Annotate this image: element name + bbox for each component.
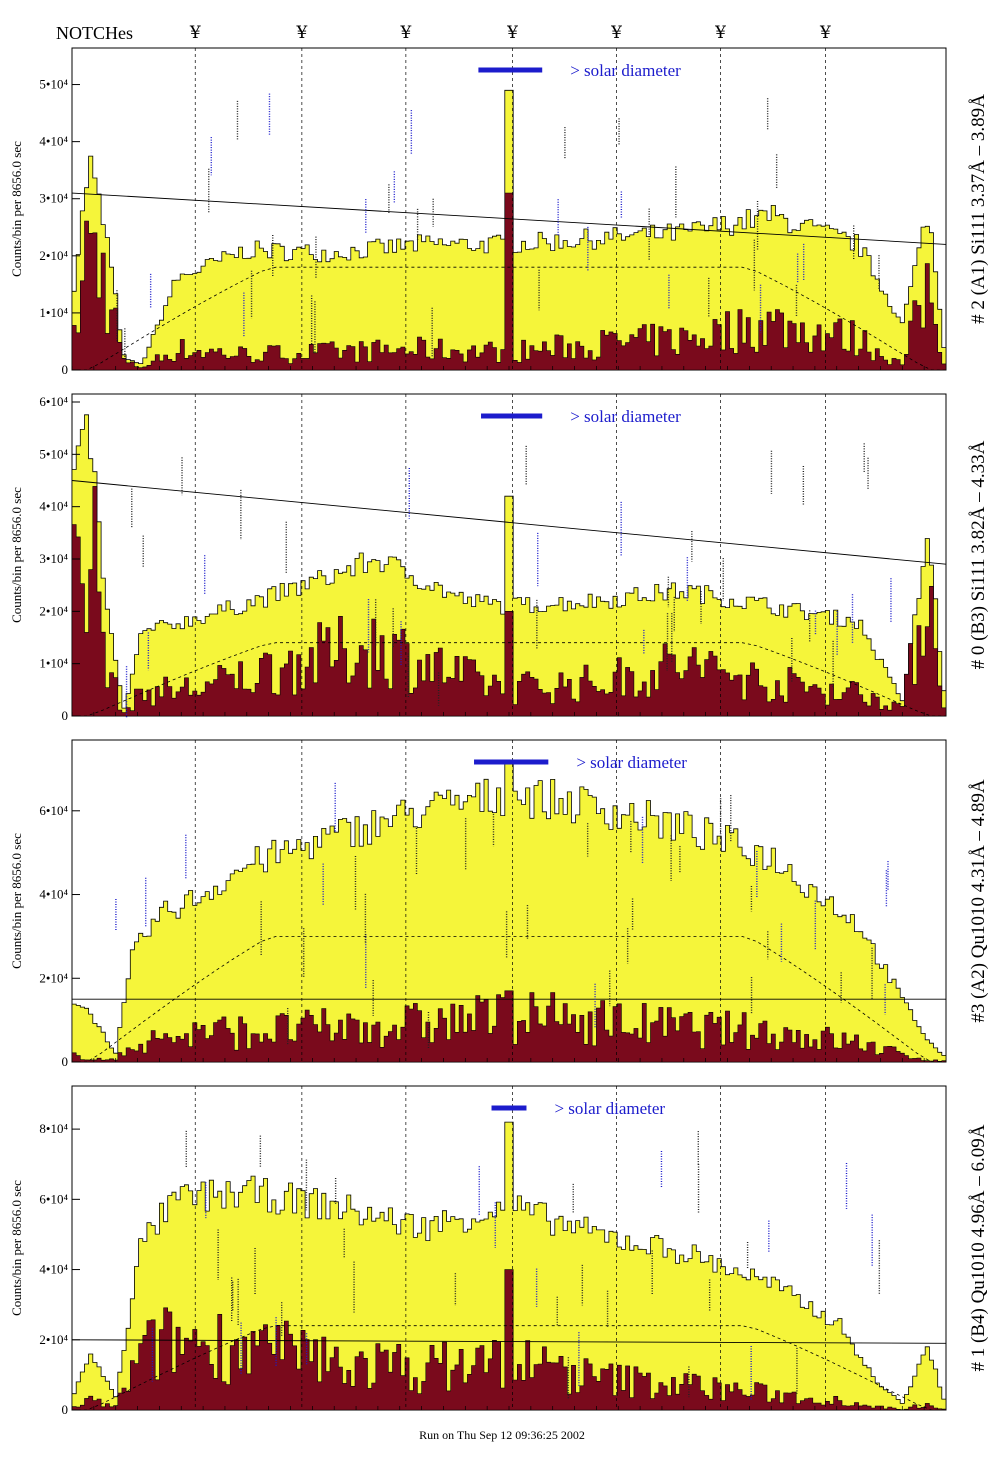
y-tick-label: 6•10⁴	[39, 1191, 68, 1206]
trend-line	[71, 1339, 947, 1344]
y-tick-label: 0	[62, 1054, 69, 1069]
mean-level-curve	[72, 936, 946, 1063]
y-tick-label: 4•10⁴	[39, 499, 68, 514]
trend-line	[71, 480, 947, 565]
notch-marker: ¥	[399, 23, 411, 43]
y-tick-label: 4•10⁴	[39, 1262, 68, 1277]
core-histogram	[71, 192, 947, 371]
histogram-panel-2: 0 1•10⁴ 2•10⁴ 3•10⁴ 4•10⁴ 5•10⁴ 6•10⁴ Counts/bi…	[9, 393, 989, 723]
notch-marker: ¥	[610, 23, 622, 43]
notch-marker: ¥	[714, 23, 726, 43]
core-histogram	[71, 990, 947, 1063]
y-tick-label: 1•10⁴	[39, 305, 68, 320]
solar-diameter-label: > solar diameter	[554, 1099, 665, 1118]
trend-line	[71, 192, 947, 245]
envelope-histogram	[71, 414, 947, 717]
y-axis-title: Counts/bin per 8656.0 sec	[9, 141, 24, 277]
y-tick-label: 2•10⁴	[39, 1332, 68, 1347]
mean-level-curve	[72, 266, 946, 371]
crystal-range-label: #3 (A2) Qu1010 4.31Å – 4.89Å	[968, 779, 989, 1023]
y-tick-label: 3•10⁴	[39, 191, 68, 206]
mean-level-curve	[72, 1325, 946, 1411]
y-axis-title: Counts/bin per 8656.0 sec	[9, 487, 24, 623]
solar-diameter-label: > solar diameter	[570, 407, 681, 426]
y-tick-label: 2•10⁴	[39, 248, 68, 263]
y-tick-label: 6•10⁴	[39, 803, 68, 818]
notch-marker: ¥	[506, 23, 518, 43]
run-timestamp: Run on Thu Sep 12 09:36:25 2002	[419, 1428, 585, 1442]
crystal-range-label: # 2 (A1) Si111 3.37Å – 3.89Å	[968, 94, 989, 324]
notch-marker: ¥	[819, 23, 831, 43]
crystal-range-label: # 0 (B3) Si111 3.82Å – 4.33Å	[968, 440, 989, 669]
y-tick-label: 8•10⁴	[39, 1121, 68, 1136]
core-histogram	[71, 1269, 947, 1411]
y-tick-label: 6•10⁴	[39, 394, 68, 409]
y-tick-label: 4•10⁴	[39, 134, 68, 149]
histogram-panel-3: 0 2•10⁴ 4•10⁴ 6•10⁴ Counts/bin per 8656.0 se…	[9, 739, 989, 1069]
y-tick-label: 0	[62, 708, 69, 723]
y-tick-label: 2•10⁴	[39, 970, 68, 985]
histogram-panel-4: 0 2•10⁴ 4•10⁴ 6•10⁴ 8•10⁴ Counts/bin per 8656…	[9, 1085, 989, 1417]
y-axis-title: Counts/bin per 8656.0 sec	[9, 833, 24, 969]
y-tick-label: 5•10⁴	[39, 77, 68, 92]
notch-marker: ¥	[295, 23, 307, 43]
histogram-panel-1: 0 1•10⁴ 2•10⁴ 3•10⁴ 4•10⁴ 5•10⁴ Counts/bin per…	[9, 47, 989, 377]
crystal-range-label: # 1 (B4) Qu1010 4.96Å – 6.09Å	[968, 1124, 989, 1371]
y-tick-label: 3•10⁴	[39, 551, 68, 566]
y-tick-label: 1•10⁴	[39, 656, 68, 671]
notch-marker: ¥	[189, 23, 201, 43]
y-tick-label: 2•10⁴	[39, 603, 68, 618]
y-tick-label: 0	[62, 362, 69, 377]
y-tick-label: 0	[62, 1402, 69, 1417]
core-histogram	[71, 486, 947, 717]
notches-label: NOTCHes	[56, 23, 133, 43]
y-tick-label: 4•10⁴	[39, 887, 68, 902]
solar-diameter-label: > solar diameter	[570, 61, 681, 80]
solar-diameter-label: > solar diameter	[576, 753, 687, 772]
y-tick-label: 5•10⁴	[39, 446, 68, 461]
y-axis-title: Counts/bin per 8656.0 sec	[9, 1180, 24, 1316]
chart-canvas: NOTCHes ¥ ¥ ¥ ¥ ¥ ¥ ¥0 1•10⁴ 2•10⁴ 3•10⁴ 4•10⁴ 5•10⁴…	[9, 23, 989, 1417]
mean-level-curve	[72, 642, 946, 717]
